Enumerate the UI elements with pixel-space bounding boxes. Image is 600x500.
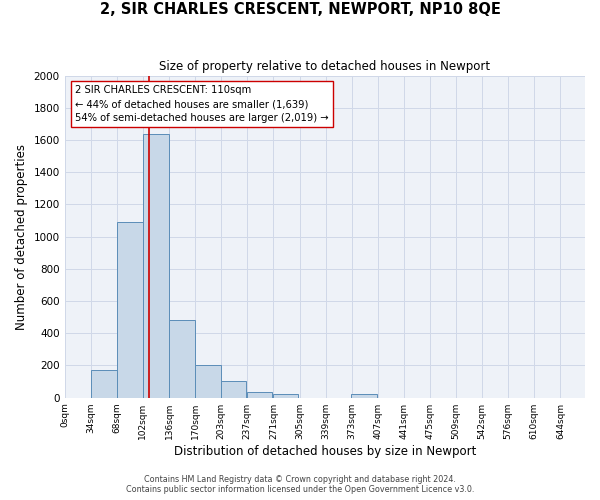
Bar (351, 394, 377, 398)
Bar (143, 134, 169, 398)
Text: 2, SIR CHARLES CRESCENT, NEWPORT, NP10 8QE: 2, SIR CHARLES CRESCENT, NEWPORT, NP10 8… (100, 2, 500, 18)
Bar (273, 394, 298, 398)
Bar (247, 392, 272, 398)
Bar (196, 366, 221, 398)
Bar (117, 222, 143, 398)
Y-axis label: Number of detached properties: Number of detached properties (15, 144, 28, 330)
Title: Size of property relative to detached houses in Newport: Size of property relative to detached ho… (159, 60, 490, 73)
Text: Contains HM Land Registry data © Crown copyright and database right 2024.
Contai: Contains HM Land Registry data © Crown c… (126, 474, 474, 494)
Bar (169, 320, 195, 398)
Text: 2 SIR CHARLES CRESCENT: 110sqm
← 44% of detached houses are smaller (1,639)
54% : 2 SIR CHARLES CRESCENT: 110sqm ← 44% of … (75, 85, 329, 123)
X-axis label: Distribution of detached houses by size in Newport: Distribution of detached houses by size … (173, 444, 476, 458)
Bar (221, 381, 246, 398)
Bar (91, 370, 116, 398)
